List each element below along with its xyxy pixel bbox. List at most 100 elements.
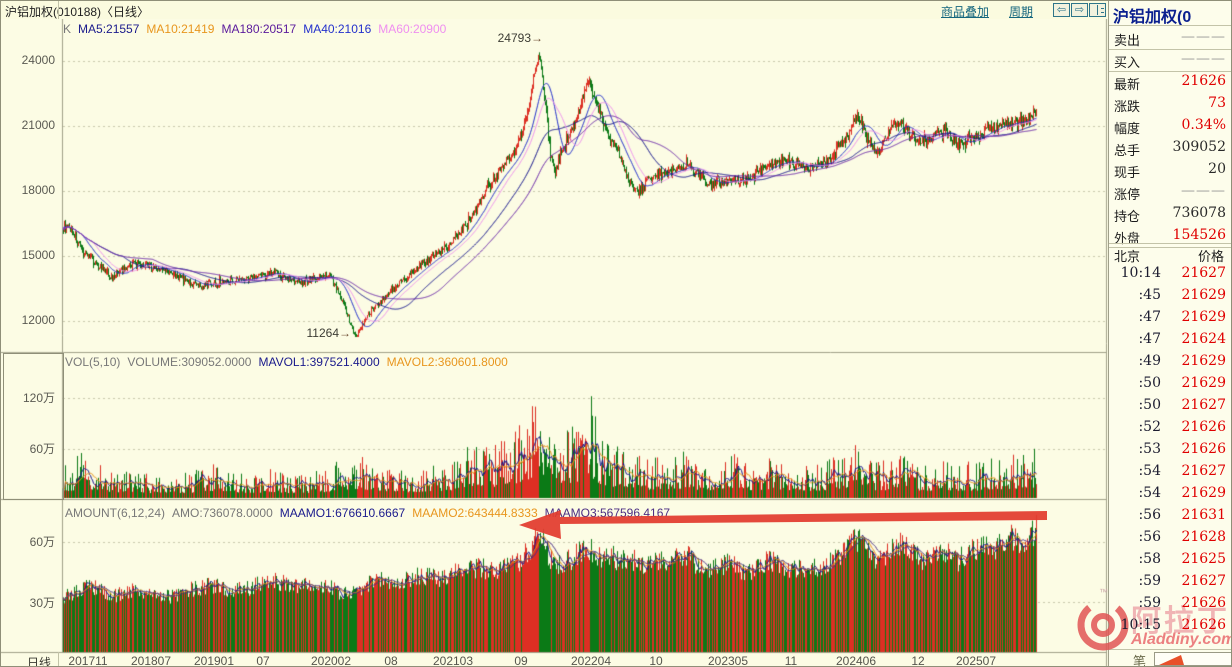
ma-indicator-row: K MA5:21557 MA10:21419 MA180:20517 MA40:2101… <box>63 22 453 36</box>
tick-row: :45 21629 <box>1109 285 1231 307</box>
quote-value: ——— <box>1181 29 1226 45</box>
quote-label: 现手 <box>1114 165 1141 180</box>
tick-time: :49 <box>1138 353 1161 369</box>
x-axis-tick-label: 09 <box>514 654 528 667</box>
quote-value: 20 <box>1208 161 1226 177</box>
indicator-label: MA60:20900 <box>378 22 447 36</box>
tick-price: 21627 <box>1181 573 1226 589</box>
tick-time: :54 <box>1138 463 1161 479</box>
tick-time: :56 <box>1138 529 1161 545</box>
tick-row: :59 21627 <box>1109 571 1231 593</box>
indicator-label: MA10:21419 <box>146 22 215 36</box>
x-axis-tick-label: 202204 <box>570 654 612 667</box>
split-view-icon[interactable] <box>1089 3 1106 17</box>
indicator-label: MAAMO1:676610.6667 <box>279 506 406 520</box>
quote-value: 309052 <box>1172 139 1226 155</box>
tick-time: :47 <box>1138 309 1161 325</box>
quote-value: 73 <box>1208 95 1226 111</box>
tick-row: :56 21628 <box>1109 527 1231 549</box>
x-axis-tick-label: 201807 <box>130 654 172 667</box>
commodity-overlay-link[interactable]: 商品叠加 <box>941 5 990 19</box>
y-axis-tick-label: 15000 <box>21 248 55 262</box>
tick-price: 21629 <box>1181 485 1226 501</box>
amount-indicator-row: AMOUNT(6,12,24) AMO:736078.0000 MAAMO1:676… <box>65 506 677 520</box>
y-axis-tick-label: 24000 <box>21 53 55 67</box>
quote-value: 154526 <box>1172 227 1226 243</box>
tick-price: 21626 <box>1181 441 1226 457</box>
tick-row: :54 21627 <box>1109 461 1231 483</box>
quote-row: 外盘 154526 <box>1109 225 1231 247</box>
tick-time: 10:14 <box>1120 265 1161 281</box>
tick-time: :59 <box>1138 573 1161 589</box>
back-arrow-icon[interactable]: ⇦ <box>1053 3 1070 17</box>
top-bar: 沪铝加权(010188)〈日线〉 商品叠加 周期 ⇦ ⇨ <box>1 1 1107 20</box>
quote-sidebar: 沪铝加权(0 卖出 ——— 买入 ——— 最新 21626 涨跌 73 幅度 0.34% 总手 309… <box>1108 1 1231 666</box>
quote-row: 买入 ——— <box>1109 49 1231 71</box>
quote-label: 卖出 <box>1114 33 1141 48</box>
x-axis-tick-label: 10 <box>649 654 663 667</box>
peak-annotation: 24793→ <box>497 31 543 45</box>
tick-time: 10:15 <box>1120 617 1161 633</box>
quote-value: ——— <box>1181 51 1226 67</box>
quote-row: 幅度 0.34% <box>1109 115 1231 137</box>
vol-pane-selector[interactable] <box>3 353 64 500</box>
vol-indicator-row: VOL(5,10) VOLUME:309052.0000 MAVOL1:397521… <box>65 355 515 369</box>
tick-time: :47 <box>1138 331 1161 347</box>
quote-label: 持仓 <box>1114 209 1141 224</box>
quote-value: 736078 <box>1172 205 1226 221</box>
tick-time: :50 <box>1138 375 1161 391</box>
x-axis-tick-label: 202002 <box>310 654 352 667</box>
indicator-label: MAVOL1:397521.4000 <box>258 355 380 369</box>
tick-row: :50 21627 <box>1109 395 1231 417</box>
y-axis-tick-label: 60万 <box>29 442 55 456</box>
forward-arrow-icon[interactable]: ⇨ <box>1071 3 1088 17</box>
tick-price: 21631 <box>1181 507 1226 523</box>
tick-price: 21625 <box>1181 551 1226 567</box>
tick-price: 21626 <box>1181 419 1226 435</box>
period-link[interactable]: 周期 <box>1009 5 1034 19</box>
y-axis-tick-label: 60万 <box>29 535 55 549</box>
tick-time: :50 <box>1138 397 1161 413</box>
indicator-label: VOL(5,10) <box>65 355 121 369</box>
quote-value: ——— <box>1181 183 1226 199</box>
tick-time: :45 <box>1138 287 1161 303</box>
indicator-label: AMOUNT(6,12,24) <box>65 506 166 520</box>
indicator-label: MAVOL2:360601.8000 <box>386 355 508 369</box>
pen-tool-sample-box[interactable] <box>1154 652 1231 666</box>
kline-chart-canvas[interactable] <box>1 19 1108 666</box>
quote-label: 幅度 <box>1114 121 1141 136</box>
tick-price: 21629 <box>1181 375 1226 391</box>
quote-label: 买入 <box>1114 55 1141 70</box>
x-axis-tick-label: 202507 <box>955 654 997 667</box>
tick-row: 10:14 21627 <box>1109 263 1231 285</box>
tick-time: :59 <box>1138 595 1161 611</box>
quote-label: 涨停 <box>1114 187 1141 202</box>
tick-price: 21624 <box>1181 331 1226 347</box>
indicator-label: MAAMO2:643444.8333 <box>412 506 538 520</box>
x-axis-tick-label: 201901 <box>193 654 235 667</box>
indicator-label: MA40:21016 <box>303 22 372 36</box>
indicator-label: AMO:736078.0000 <box>172 506 273 520</box>
tick-price: 21629 <box>1181 287 1226 303</box>
tick-row: :53 21626 <box>1109 439 1231 461</box>
indicator-label: MA5:21557 <box>78 22 140 36</box>
tick-price: 21627 <box>1181 265 1226 281</box>
quote-label: 外盘 <box>1114 231 1141 246</box>
x-axis-tick-label: 202406 <box>835 654 877 667</box>
tick-time: :54 <box>1138 485 1161 501</box>
trough-annotation: 11264→ <box>306 326 351 340</box>
topbar-divider <box>58 1 59 19</box>
indicator-label: K <box>63 22 72 36</box>
tick-price: 21626 <box>1181 595 1226 611</box>
tick-price: 21628 <box>1181 529 1226 545</box>
quote-row: 持仓 736078 <box>1109 203 1231 225</box>
tick-time: :53 <box>1138 441 1161 457</box>
quote-row: 最新 21626 <box>1109 71 1231 93</box>
indicator-label: MAAMO3:567596.4167 <box>544 506 671 520</box>
x-axis-tick-label: 202103 <box>432 654 474 667</box>
tick-time: :52 <box>1138 419 1161 435</box>
quote-row: 现手 20 <box>1109 159 1231 181</box>
tick-price: 21627 <box>1181 463 1226 479</box>
tick-list-header: 北京 价格 <box>1114 249 1224 264</box>
